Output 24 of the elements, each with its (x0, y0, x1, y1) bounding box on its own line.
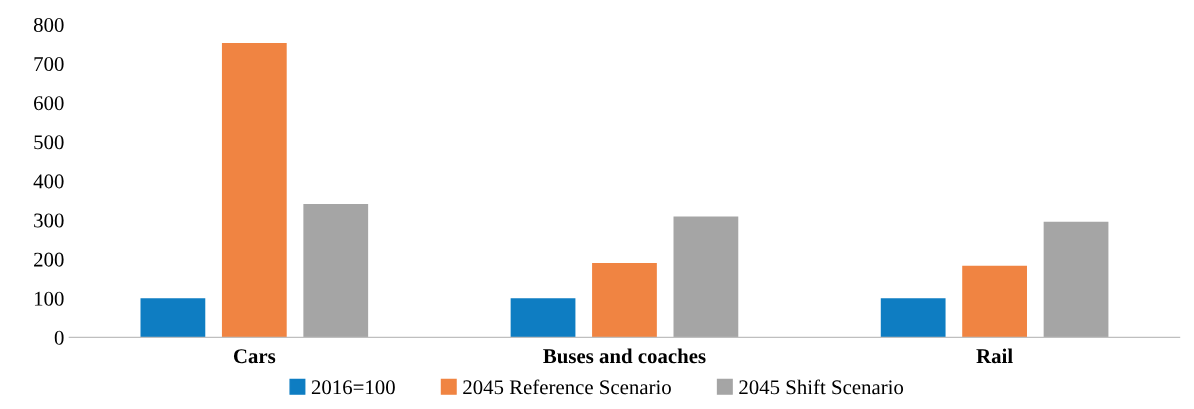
y-tick-label: 600 (34, 96, 64, 111)
bar (880, 298, 946, 338)
bar (510, 298, 576, 338)
y-tick-label: 800 (33, 17, 64, 32)
bar (221, 42, 287, 338)
y-tick-label: 700 (34, 57, 64, 72)
y-tick-label: 100 (34, 291, 64, 306)
bar (303, 204, 369, 338)
legend-label: 2045 Shift Scenario (739, 379, 904, 395)
bar (592, 263, 657, 338)
y-tick-label: 500 (34, 135, 64, 150)
y-tick-label: 200 (34, 252, 64, 267)
x-tick-label: Cars (233, 349, 276, 364)
legend-label: 2016=100 (311, 380, 395, 395)
y-tick-label: 400 (33, 174, 64, 189)
bar (140, 298, 206, 338)
bar (962, 265, 1027, 338)
bar (1043, 221, 1109, 338)
y-tick-label: 300 (34, 213, 64, 228)
x-tick-label: Buses and coaches (543, 348, 706, 364)
legend-label: 2045 Reference Scenario (463, 379, 671, 395)
bar (673, 216, 739, 338)
y-tick-label: 0 (54, 330, 64, 345)
x-tick-label: Rail (976, 348, 1013, 364)
